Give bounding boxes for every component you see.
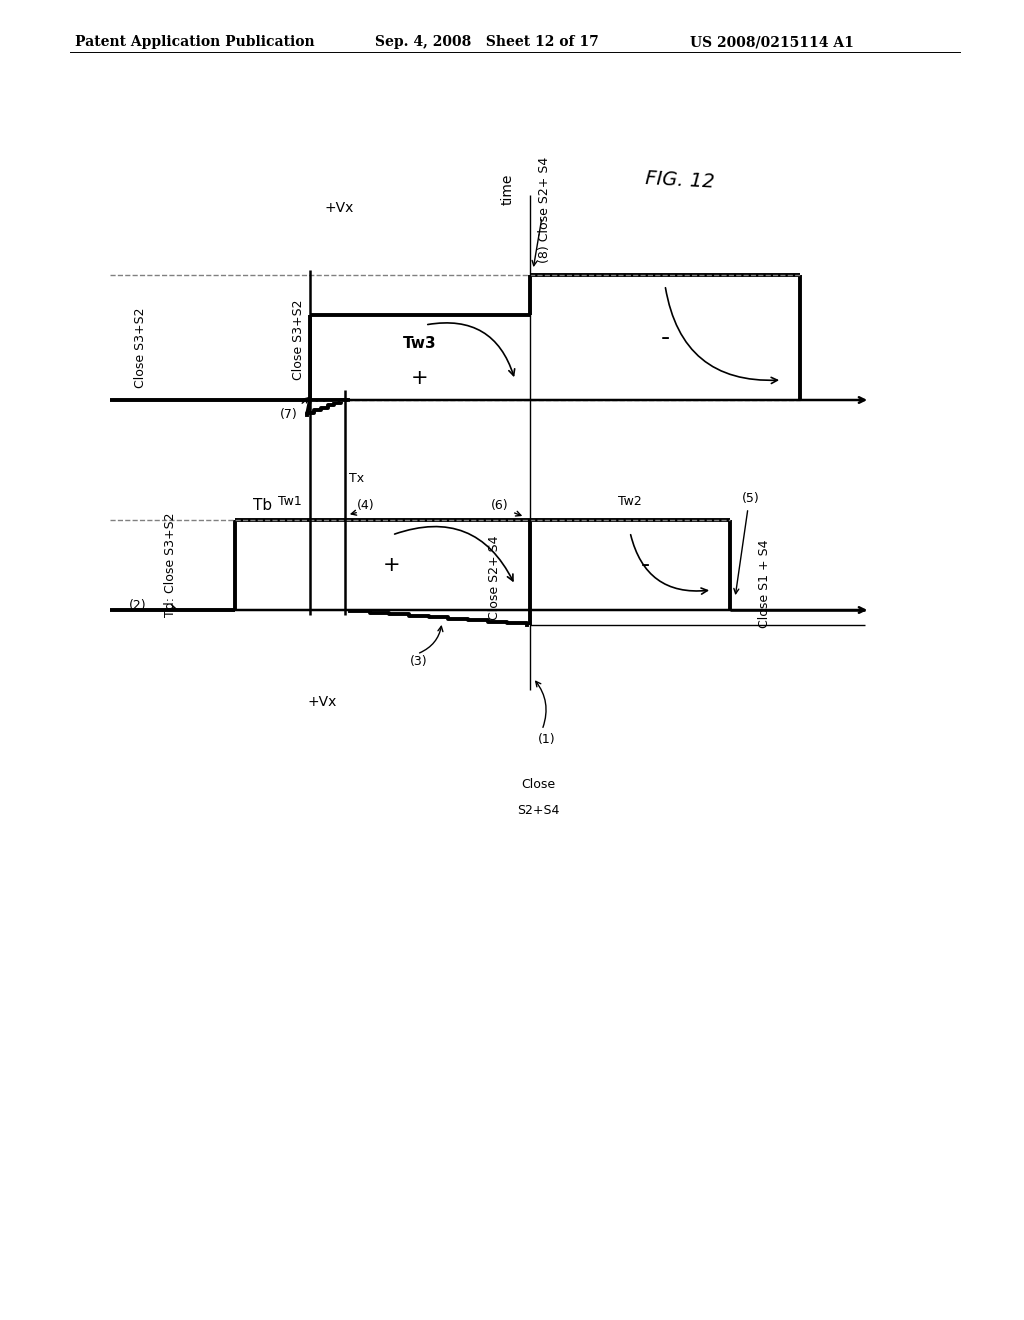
Text: Td: Close S3+S2: Td: Close S3+S2 bbox=[164, 512, 176, 618]
Text: (1): (1) bbox=[538, 734, 556, 747]
Text: +Vx: +Vx bbox=[325, 201, 354, 215]
Text: (7): (7) bbox=[281, 408, 298, 421]
Text: S2+S4: S2+S4 bbox=[517, 804, 559, 817]
Text: time: time bbox=[501, 174, 515, 205]
Text: Close S3+S2: Close S3+S2 bbox=[133, 308, 146, 388]
Text: (3): (3) bbox=[410, 656, 428, 668]
Text: -: - bbox=[640, 553, 649, 577]
Text: +: + bbox=[412, 368, 429, 388]
Text: Close S2+ S4: Close S2+ S4 bbox=[488, 535, 502, 619]
Text: +: + bbox=[383, 554, 400, 576]
Text: Close: Close bbox=[521, 779, 555, 792]
Text: -: - bbox=[660, 326, 670, 350]
Text: Tb: Tb bbox=[253, 498, 272, 512]
Text: Tx: Tx bbox=[349, 473, 365, 484]
Text: (6): (6) bbox=[490, 499, 508, 512]
Text: (5): (5) bbox=[742, 492, 760, 506]
Text: Patent Application Publication: Patent Application Publication bbox=[75, 36, 314, 49]
Text: +Vx: +Vx bbox=[307, 696, 337, 709]
Text: (4): (4) bbox=[357, 499, 375, 512]
Text: Tw1: Tw1 bbox=[279, 495, 302, 508]
Text: Close S1 + S4: Close S1 + S4 bbox=[758, 540, 771, 628]
Text: US 2008/0215114 A1: US 2008/0215114 A1 bbox=[690, 36, 854, 49]
Text: FIG. 12: FIG. 12 bbox=[645, 169, 716, 191]
Text: Close S3+S2: Close S3+S2 bbox=[292, 300, 305, 380]
Text: (2): (2) bbox=[129, 598, 147, 611]
Text: Sep. 4, 2008   Sheet 12 of 17: Sep. 4, 2008 Sheet 12 of 17 bbox=[375, 36, 599, 49]
Text: (8) Close S2+ S4: (8) Close S2+ S4 bbox=[538, 157, 551, 263]
Text: Tw3: Tw3 bbox=[403, 335, 437, 351]
Text: Tw2: Tw2 bbox=[618, 495, 642, 508]
